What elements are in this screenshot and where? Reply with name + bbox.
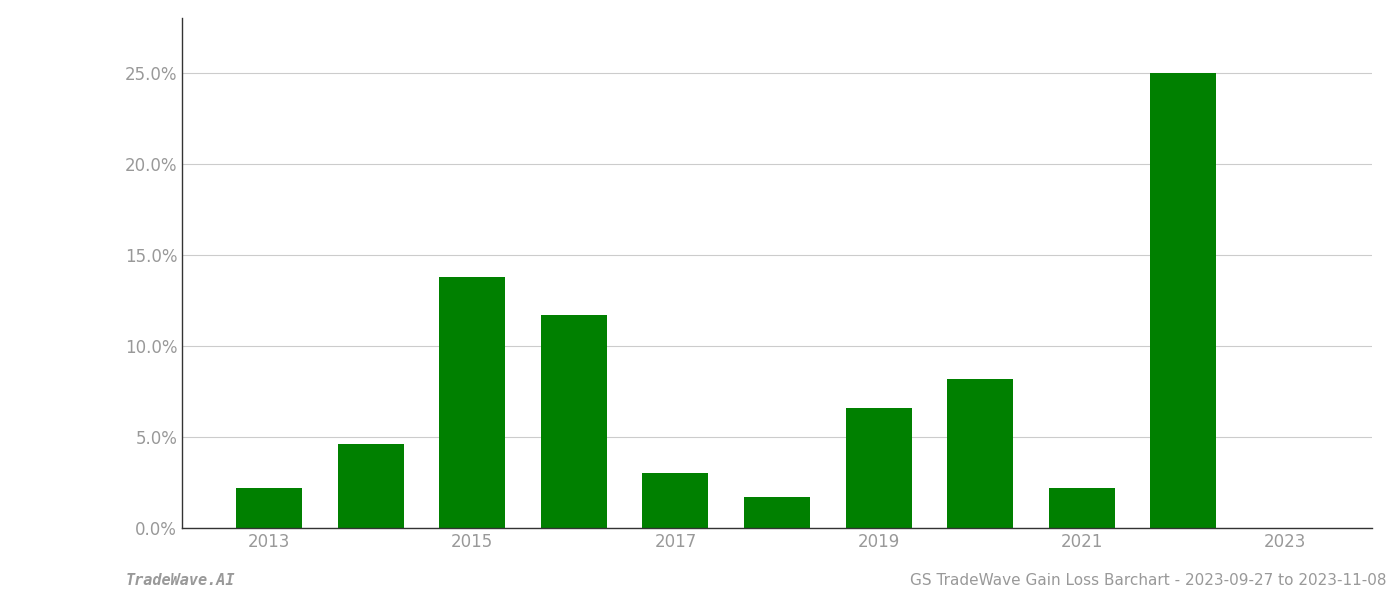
- Bar: [743, 497, 811, 528]
- Bar: [237, 488, 302, 528]
- Bar: [440, 277, 505, 528]
- Text: TradeWave.AI: TradeWave.AI: [126, 573, 235, 588]
- Bar: [337, 444, 403, 528]
- Bar: [846, 408, 911, 528]
- Bar: [948, 379, 1014, 528]
- Bar: [1049, 488, 1114, 528]
- Bar: [1151, 73, 1217, 528]
- Bar: [643, 473, 708, 528]
- Bar: [540, 315, 606, 528]
- Text: GS TradeWave Gain Loss Barchart - 2023-09-27 to 2023-11-08: GS TradeWave Gain Loss Barchart - 2023-0…: [910, 573, 1386, 588]
